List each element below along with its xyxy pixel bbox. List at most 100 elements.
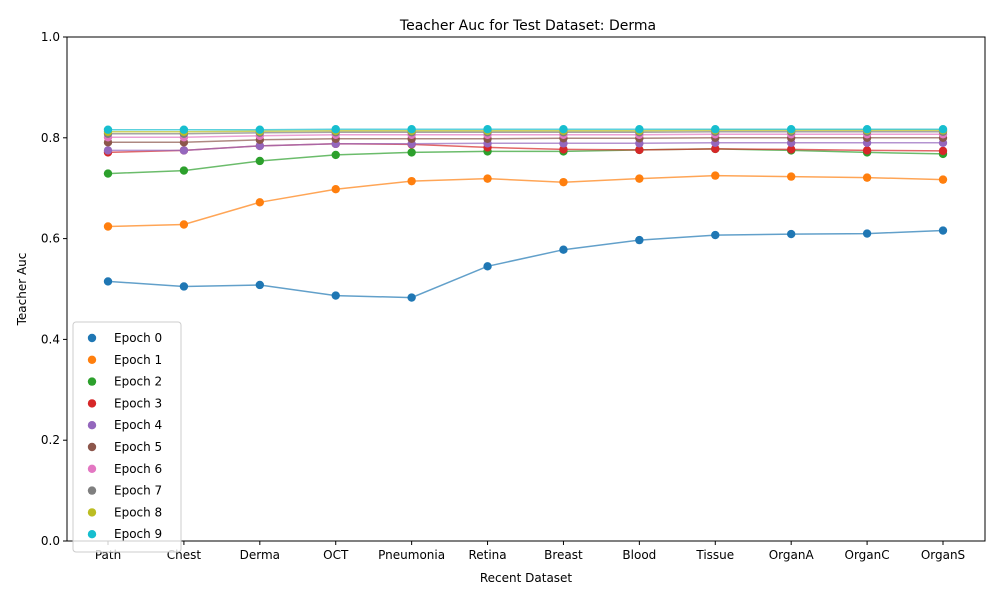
data-point	[786, 125, 796, 134]
data-point	[255, 125, 265, 134]
series-9	[103, 125, 948, 134]
y-tick-label: 0.2	[41, 433, 60, 447]
data-point	[255, 141, 265, 151]
y-axis-label: Teacher Auc	[15, 253, 29, 327]
data-point	[483, 125, 492, 134]
y-tick-label: 0.0	[41, 534, 60, 548]
data-point	[635, 235, 644, 245]
data-point	[179, 166, 189, 175]
data-point	[635, 145, 644, 155]
data-point	[938, 175, 948, 184]
x-tick-label: Pneumonia	[378, 548, 445, 562]
data-point	[103, 277, 113, 286]
data-point	[862, 125, 872, 134]
legend-label: Epoch 0	[114, 331, 162, 345]
data-point	[635, 174, 644, 183]
x-tick-label: Derma	[240, 548, 280, 562]
legend-marker	[87, 486, 97, 495]
data-point	[331, 125, 340, 134]
data-point	[483, 262, 492, 271]
data-point	[255, 156, 265, 166]
x-tick-label: OrganA	[769, 548, 815, 562]
legend-marker	[87, 442, 97, 452]
series-1	[103, 171, 948, 231]
plot-frame	[66, 36, 986, 542]
legend-label: Epoch 3	[114, 396, 162, 410]
data-point	[711, 125, 720, 134]
data-point	[938, 125, 948, 134]
legend-label: Epoch 6	[114, 462, 162, 476]
series-line	[107, 174, 944, 228]
data-point	[786, 229, 796, 239]
data-point	[331, 291, 340, 300]
legend-item: Epoch 9	[87, 527, 162, 541]
data-point	[559, 125, 568, 134]
legend-item: Epoch 4	[87, 418, 162, 432]
data-point	[483, 174, 492, 183]
legend-item: Epoch 7	[87, 484, 162, 498]
legend-label: Epoch 8	[114, 505, 162, 519]
legend-item: Epoch 8	[87, 505, 162, 519]
legend-label: Epoch 9	[114, 527, 162, 541]
data-point	[407, 148, 416, 157]
data-point	[711, 230, 720, 240]
data-point	[786, 145, 796, 154]
legend-item: Epoch 0	[87, 331, 162, 345]
series-line	[108, 137, 943, 144]
series-0	[103, 226, 948, 302]
series-layer	[103, 125, 948, 302]
data-point	[407, 293, 416, 302]
legend-box	[72, 321, 182, 553]
data-point	[179, 125, 189, 134]
y-tick-label: 0.8	[41, 131, 60, 145]
legend-item: Epoch 1	[87, 353, 162, 367]
x-tick-label: Blood	[622, 548, 656, 562]
legend-marker	[87, 530, 97, 539]
data-point	[407, 125, 416, 134]
legend-item: Epoch 2	[87, 375, 162, 389]
legend-marker	[87, 333, 97, 343]
data-point	[559, 145, 568, 154]
legend-marker	[87, 377, 97, 386]
data-point	[938, 226, 948, 235]
data-point	[711, 171, 720, 180]
legend-item: Epoch 6	[87, 462, 162, 476]
series-line	[108, 131, 943, 135]
data-point	[938, 146, 948, 156]
legend-marker	[87, 508, 97, 517]
legend-label: Epoch 5	[114, 440, 162, 454]
legend: Epoch 0 Epoch 1 Epoch 2 Epoch 3 Epoch 4 Epoch…	[72, 321, 182, 553]
data-point	[331, 150, 340, 160]
y-tick-label: 0.6	[41, 232, 60, 246]
x-tick-label: Retina	[468, 548, 506, 562]
legend-item: Epoch 3	[87, 396, 162, 410]
series-line	[107, 148, 944, 175]
data-point	[179, 282, 189, 291]
legend-marker	[87, 355, 97, 364]
data-point	[255, 280, 265, 290]
legend-marker	[87, 464, 97, 473]
data-point	[331, 185, 340, 194]
legend-label: Epoch 7	[114, 484, 162, 498]
x-axis-label: Recent Dataset	[480, 571, 573, 585]
data-point	[407, 176, 416, 186]
data-point	[635, 125, 644, 134]
x-tick-label: Tissue	[695, 548, 734, 562]
x-tick-label: OrganS	[921, 548, 965, 562]
series-line	[108, 133, 943, 139]
legend-item: Epoch 5	[87, 440, 162, 454]
x-tick-label: OrganC	[845, 548, 890, 562]
y-tick-label: 1.0	[41, 30, 60, 44]
data-point	[179, 220, 189, 229]
y-axis: 0.0 0.2 0.4 0.6 0.8 1.0	[41, 30, 67, 548]
data-point	[103, 125, 113, 134]
data-point	[255, 198, 265, 207]
legend-label: Epoch 1	[114, 353, 162, 367]
chart-title: Teacher Auc for Test Dataset: Derma	[399, 18, 656, 34]
legend-label: Epoch 2	[114, 375, 162, 389]
data-point	[711, 144, 720, 154]
x-tick-label: Breast	[544, 548, 583, 562]
x-tick-label: OCT	[323, 548, 349, 562]
series-line	[108, 129, 943, 133]
